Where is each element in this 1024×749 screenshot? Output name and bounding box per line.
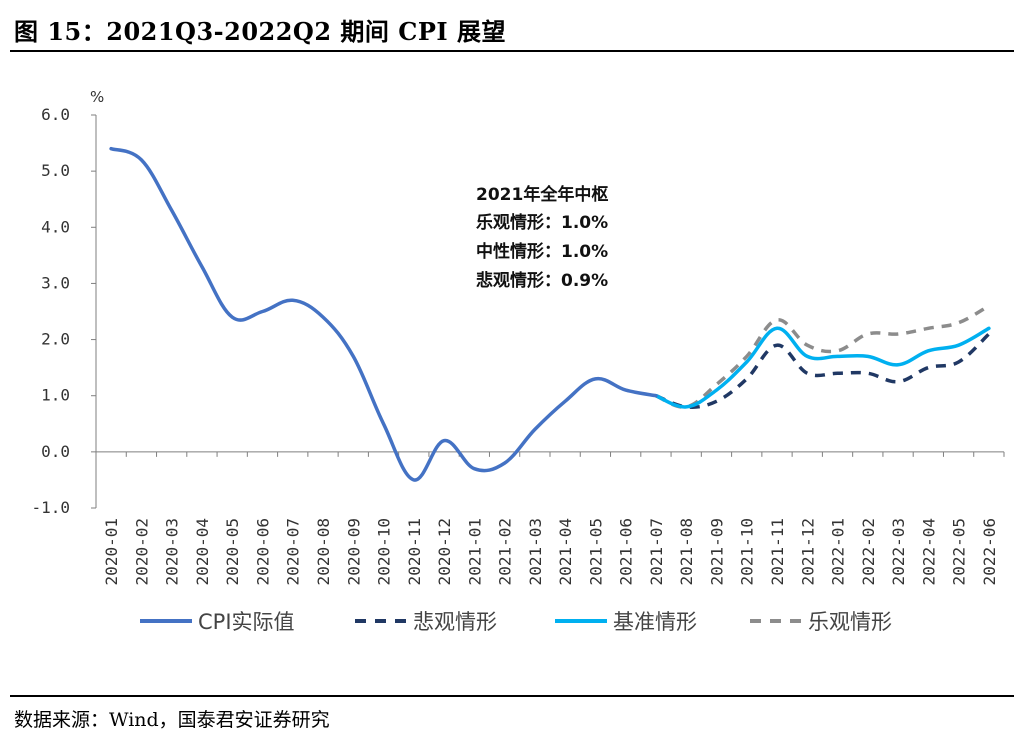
x-tick-label: 2021-07: [647, 518, 666, 585]
legend-label-2: 基准情形: [613, 610, 697, 634]
top-divider: [10, 50, 1014, 52]
x-tick-label: 2020-10: [375, 518, 394, 585]
series-lines: [109, 146, 991, 482]
page-title: 图 15：2021Q3-2022Q2 期间 CPI 展望: [14, 17, 506, 46]
y-tick-label: 4.0: [41, 217, 70, 236]
x-tick-label: 2021-02: [496, 518, 515, 585]
cpi-line-chart: % 6.05.04.03.02.01.00.0-1.0 2020-01 2020-…: [31, 88, 1005, 634]
x-tick-label: 2020-08: [314, 518, 333, 585]
x-tick-label: 2022-03: [889, 518, 908, 585]
x-tick-label: 2021-05: [586, 518, 605, 585]
y-tick-labels: 6.0 5.0 4.0 3.0 2.0 1.0 0.0 -1.0: [31, 105, 70, 517]
x-tick-label: 2020-02: [132, 518, 151, 585]
x-tick-label: 2021-08: [677, 518, 696, 585]
x-tick-label: 2022-04: [919, 518, 938, 585]
x-tick-label: 2021-12: [798, 518, 817, 585]
x-tick-label: 2022-05: [950, 518, 969, 585]
x-tick-label: 2021-06: [617, 518, 636, 585]
y-tick-label: 6.0: [41, 105, 70, 124]
y-tick-label: 1.0: [41, 386, 70, 405]
x-tick-label: 2020-07: [284, 518, 303, 585]
x-tick-label: 2020-03: [163, 518, 182, 585]
annotation-box: 2021年全年中枢 乐观情形：1.0% 中性情形：1.0% 悲观情形：0.9%: [476, 184, 608, 291]
series-line-1: [655, 332, 991, 409]
x-tick-label: 2020-05: [223, 518, 242, 585]
y-unit-label: %: [90, 88, 104, 106]
x-tick-label: 2021-04: [556, 518, 575, 585]
x-tick-label: 2022-06: [980, 518, 999, 585]
source-note: 数据来源：Wind，国泰君安证券研究: [14, 709, 330, 731]
y-tick-label: -1.0: [31, 498, 70, 517]
legend-label-0: CPI实际值: [198, 610, 295, 634]
y-tick-label: 5.0: [41, 161, 70, 180]
legend-label-1: 悲观情形: [413, 610, 497, 634]
x-tick-label: 2020-11: [405, 518, 424, 585]
annotation-line-1: 2021年全年中枢: [476, 184, 608, 205]
annotation-line-4: 悲观情形：0.9%: [476, 270, 608, 291]
y-tick-label: 2.0: [41, 330, 70, 349]
x-tick-label: 2021-03: [526, 518, 545, 585]
x-tick-label: 2021-10: [738, 518, 757, 585]
x-tick-label: 2022-01: [829, 518, 848, 585]
series-line-3: [655, 304, 990, 409]
x-tick-label: 2022-02: [859, 518, 878, 585]
x-tick-label: 2021-09: [707, 518, 726, 585]
x-tick-labels: 2020-01 2020-02 2020-03 2020-04 2020-05 2020-…: [102, 518, 999, 585]
legend: CPI实际值 悲观情形 基准情形 乐观情形: [140, 610, 892, 634]
series-line-2: [654, 326, 991, 409]
x-tick-label: 2021-11: [768, 518, 787, 585]
y-tick-label: 0.0: [41, 442, 70, 461]
x-tick-label: 2020-06: [253, 518, 272, 585]
x-tick-label: 2020-12: [435, 518, 454, 585]
bottom-divider: [10, 695, 1014, 697]
x-tick-label: 2021-01: [465, 518, 484, 585]
axes: [91, 114, 1005, 509]
x-tick-label: 2020-01: [102, 518, 121, 585]
x-tick-label: 2020-04: [193, 518, 212, 585]
legend-label-3: 乐观情形: [808, 610, 892, 634]
y-tick-label: 3.0: [41, 273, 70, 292]
annotation-line-2: 乐观情形：1.0%: [476, 212, 608, 233]
annotation-line-3: 中性情形：1.0%: [476, 241, 608, 262]
series-line-0: [109, 146, 658, 482]
x-tick-label: 2020-09: [344, 518, 363, 585]
